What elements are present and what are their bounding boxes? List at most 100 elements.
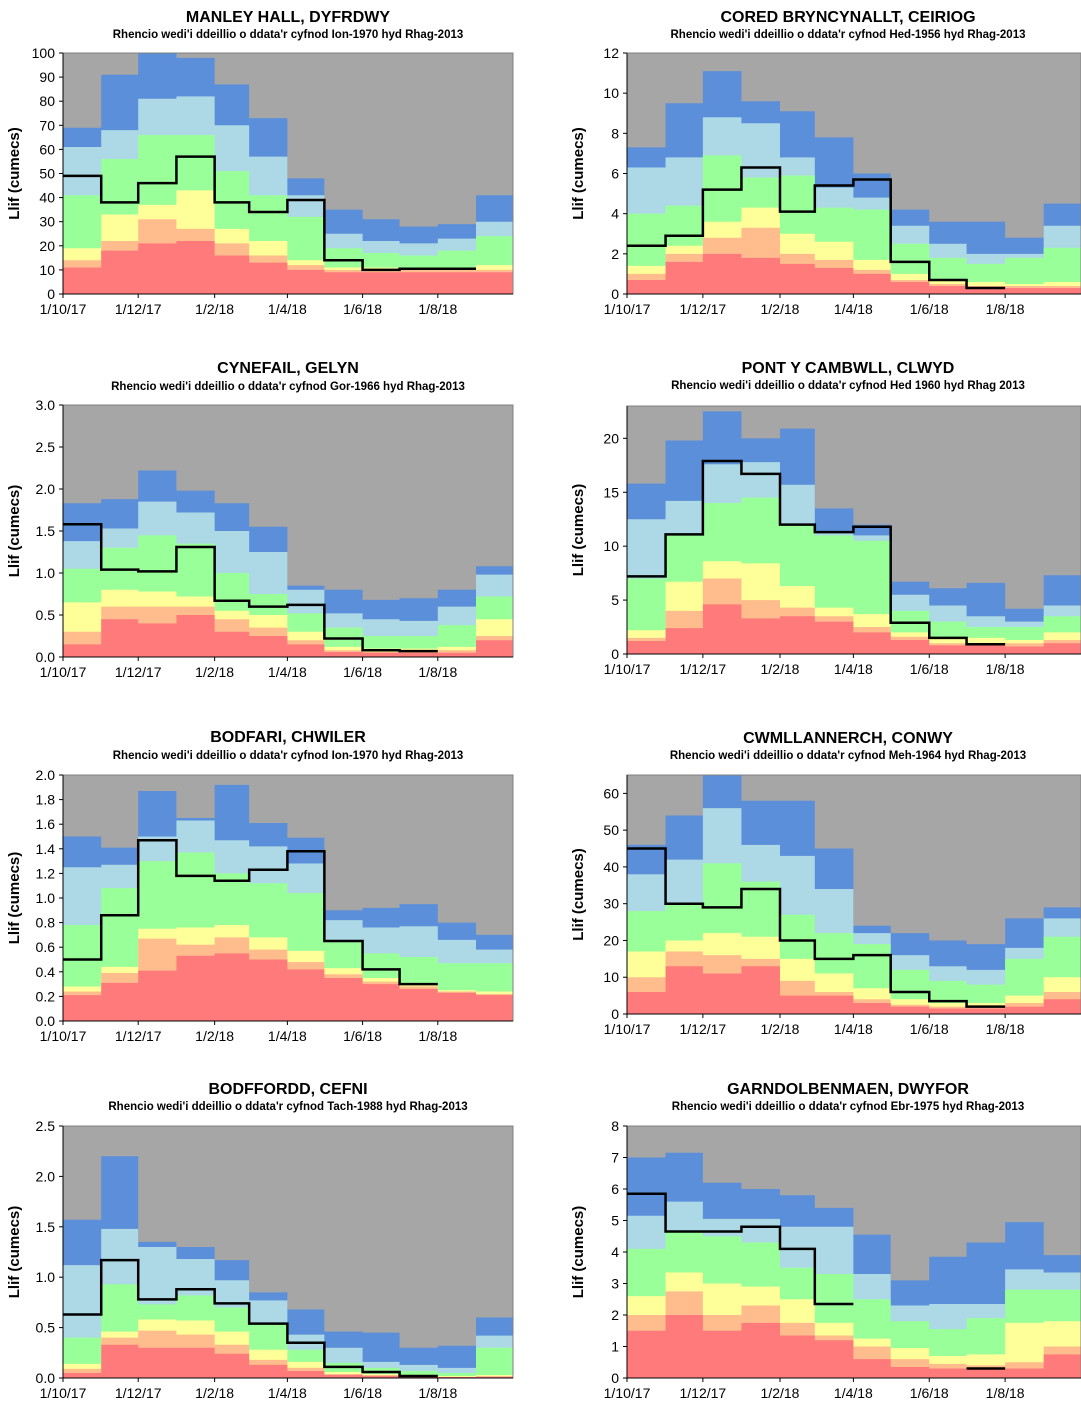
y-tick-label: 3.0 (36, 397, 56, 413)
x-tick-label: 1/10/17 (604, 301, 651, 317)
x-tick-label: 1/4/18 (268, 664, 307, 680)
band-isel-iawn (627, 1315, 1081, 1378)
observed-flow-line (627, 1192, 854, 1306)
y-tick-label: 30 (603, 896, 619, 912)
y-tick-label: 0 (47, 286, 55, 302)
x-tick-label: 1/6/18 (910, 1385, 949, 1401)
y-tick-label: 0 (611, 646, 619, 662)
x-tick-label: 1/12/17 (115, 1385, 162, 1401)
x-tick-label: 1/4/18 (834, 1021, 873, 1037)
y-tick-label: 0.0 (36, 1013, 56, 1029)
x-tick-label: 1/10/17 (40, 664, 87, 680)
y-axis-label: Llif (cumecs) (6, 485, 23, 578)
x-tick-label: 1/8/18 (986, 661, 1025, 677)
x-tick-label: 1/8/18 (418, 1028, 457, 1044)
y-tick-label: 1.0 (36, 565, 56, 581)
band-isel-iawn (63, 615, 513, 657)
x-tick-label: 1/2/18 (761, 1385, 800, 1401)
chart-subtitle: Rhencio wedi'i ddeillio o ddata'r cyfnod… (670, 750, 1026, 762)
chart-title: GARNDOLBENMAEN, DWYFOR (727, 1081, 969, 1098)
chart-title: BODFFORDD, CEFNI (208, 1081, 367, 1098)
x-tick-label: 1/2/18 (761, 661, 800, 677)
x-tick-label: 1/2/18 (761, 1021, 800, 1037)
y-tick-label: 40 (39, 190, 55, 206)
y-tick-label: 12 (603, 45, 619, 61)
band-isel-iawn (63, 1344, 513, 1378)
y-axis-label: Llif (cumecs) (6, 127, 23, 220)
x-tick-label: 1/8/18 (986, 1021, 1025, 1037)
x-tick-label: 1/10/17 (604, 1021, 651, 1037)
y-axis-label: Llif (cumecs) (6, 852, 23, 945)
y-tick-label: 2.0 (36, 481, 56, 497)
y-axis-label: Llif (cumecs) (6, 1206, 23, 1299)
y-tick-label: 1.5 (36, 1219, 56, 1235)
band-isel-iawn (627, 966, 1081, 1014)
y-tick-label: 3 (611, 1276, 619, 1292)
y-tick-label: 2.0 (36, 767, 56, 783)
chart-subtitle: Rhencio wedi'i ddeillio o ddata'r cyfnod… (672, 1101, 1024, 1113)
x-tick-label: 1/8/18 (418, 1385, 457, 1401)
observed-flow-line (63, 838, 438, 986)
chart-subtitle: Rhencio wedi'i ddeillio o ddata'r cyfnod… (108, 1101, 467, 1113)
observed-flow-line (627, 459, 1006, 646)
x-tick-label: 1/2/18 (195, 1385, 234, 1401)
chart-subtitle: Rhencio wedi'i ddeillio o ddata'r cyfnod… (671, 380, 1025, 392)
y-tick-label: 7 (611, 1150, 619, 1166)
x-tick-label: 1/6/18 (910, 301, 949, 317)
observed-flow-line (63, 1258, 438, 1378)
y-tick-label: 2.0 (36, 1168, 56, 1184)
x-tick-label: 1/10/17 (604, 1385, 651, 1401)
x-tick-label: 1/2/18 (761, 301, 800, 317)
y-tick-label: 70 (39, 117, 55, 133)
y-tick-label: 1.0 (36, 890, 56, 906)
y-tick-label: 8 (611, 125, 619, 141)
chart-subtitle: Rhencio wedi'i ddeillio o ddata'r cyfnod… (111, 381, 465, 393)
x-tick-label: 1/8/18 (986, 1385, 1025, 1401)
chart-title: CWMLLANNERCH, CONWY (743, 730, 953, 747)
x-tick-label: 1/4/18 (268, 1385, 307, 1401)
chart-title: PONT Y CAMBWLL, CLWYD (742, 360, 955, 377)
y-tick-label: 6 (611, 166, 619, 182)
x-tick-label: 1/8/18 (418, 664, 457, 680)
x-tick-label: 1/6/18 (910, 661, 949, 677)
y-axis-label: Llif (cumecs) (570, 127, 587, 220)
y-tick-label: 5 (611, 592, 619, 608)
y-tick-label: 2 (611, 1307, 619, 1323)
y-tick-label: 5 (611, 1213, 619, 1229)
y-tick-label: 1.4 (36, 841, 56, 857)
y-tick-label: 1.8 (36, 792, 56, 808)
observed-flow-line (627, 166, 1006, 290)
y-tick-label: 60 (603, 785, 619, 801)
band-isel-iawn (627, 604, 1081, 654)
x-tick-label: 1/8/18 (418, 301, 457, 317)
x-tick-label: 1/12/17 (680, 661, 727, 677)
x-tick-label: 1/8/18 (986, 301, 1025, 317)
x-tick-label: 1/4/18 (834, 301, 873, 317)
y-tick-label: 50 (603, 822, 619, 838)
y-tick-label: 0.5 (36, 1320, 56, 1336)
y-tick-label: 10 (603, 538, 619, 554)
chart-title: CYNEFAIL, GELYN (217, 360, 359, 377)
y-tick-label: 0.4 (36, 964, 56, 980)
y-tick-label: 0.2 (36, 988, 56, 1004)
x-tick-label: 1/12/17 (680, 1021, 727, 1037)
x-tick-label: 1/12/17 (115, 664, 162, 680)
y-tick-label: 80 (39, 93, 55, 109)
y-tick-label: 0 (611, 286, 619, 302)
y-tick-label: 2.5 (36, 439, 56, 455)
y-tick-label: 30 (39, 214, 55, 230)
x-tick-label: 1/2/18 (195, 664, 234, 680)
x-tick-label: 1/6/18 (910, 1021, 949, 1037)
y-tick-label: 2 (611, 246, 619, 262)
y-tick-label: 8 (611, 1118, 619, 1134)
y-tick-label: 1.2 (36, 865, 56, 881)
x-tick-label: 1/4/18 (834, 1385, 873, 1401)
y-tick-label: 10 (603, 85, 619, 101)
x-tick-label: 1/10/17 (604, 661, 651, 677)
y-tick-label: 20 (603, 932, 619, 948)
